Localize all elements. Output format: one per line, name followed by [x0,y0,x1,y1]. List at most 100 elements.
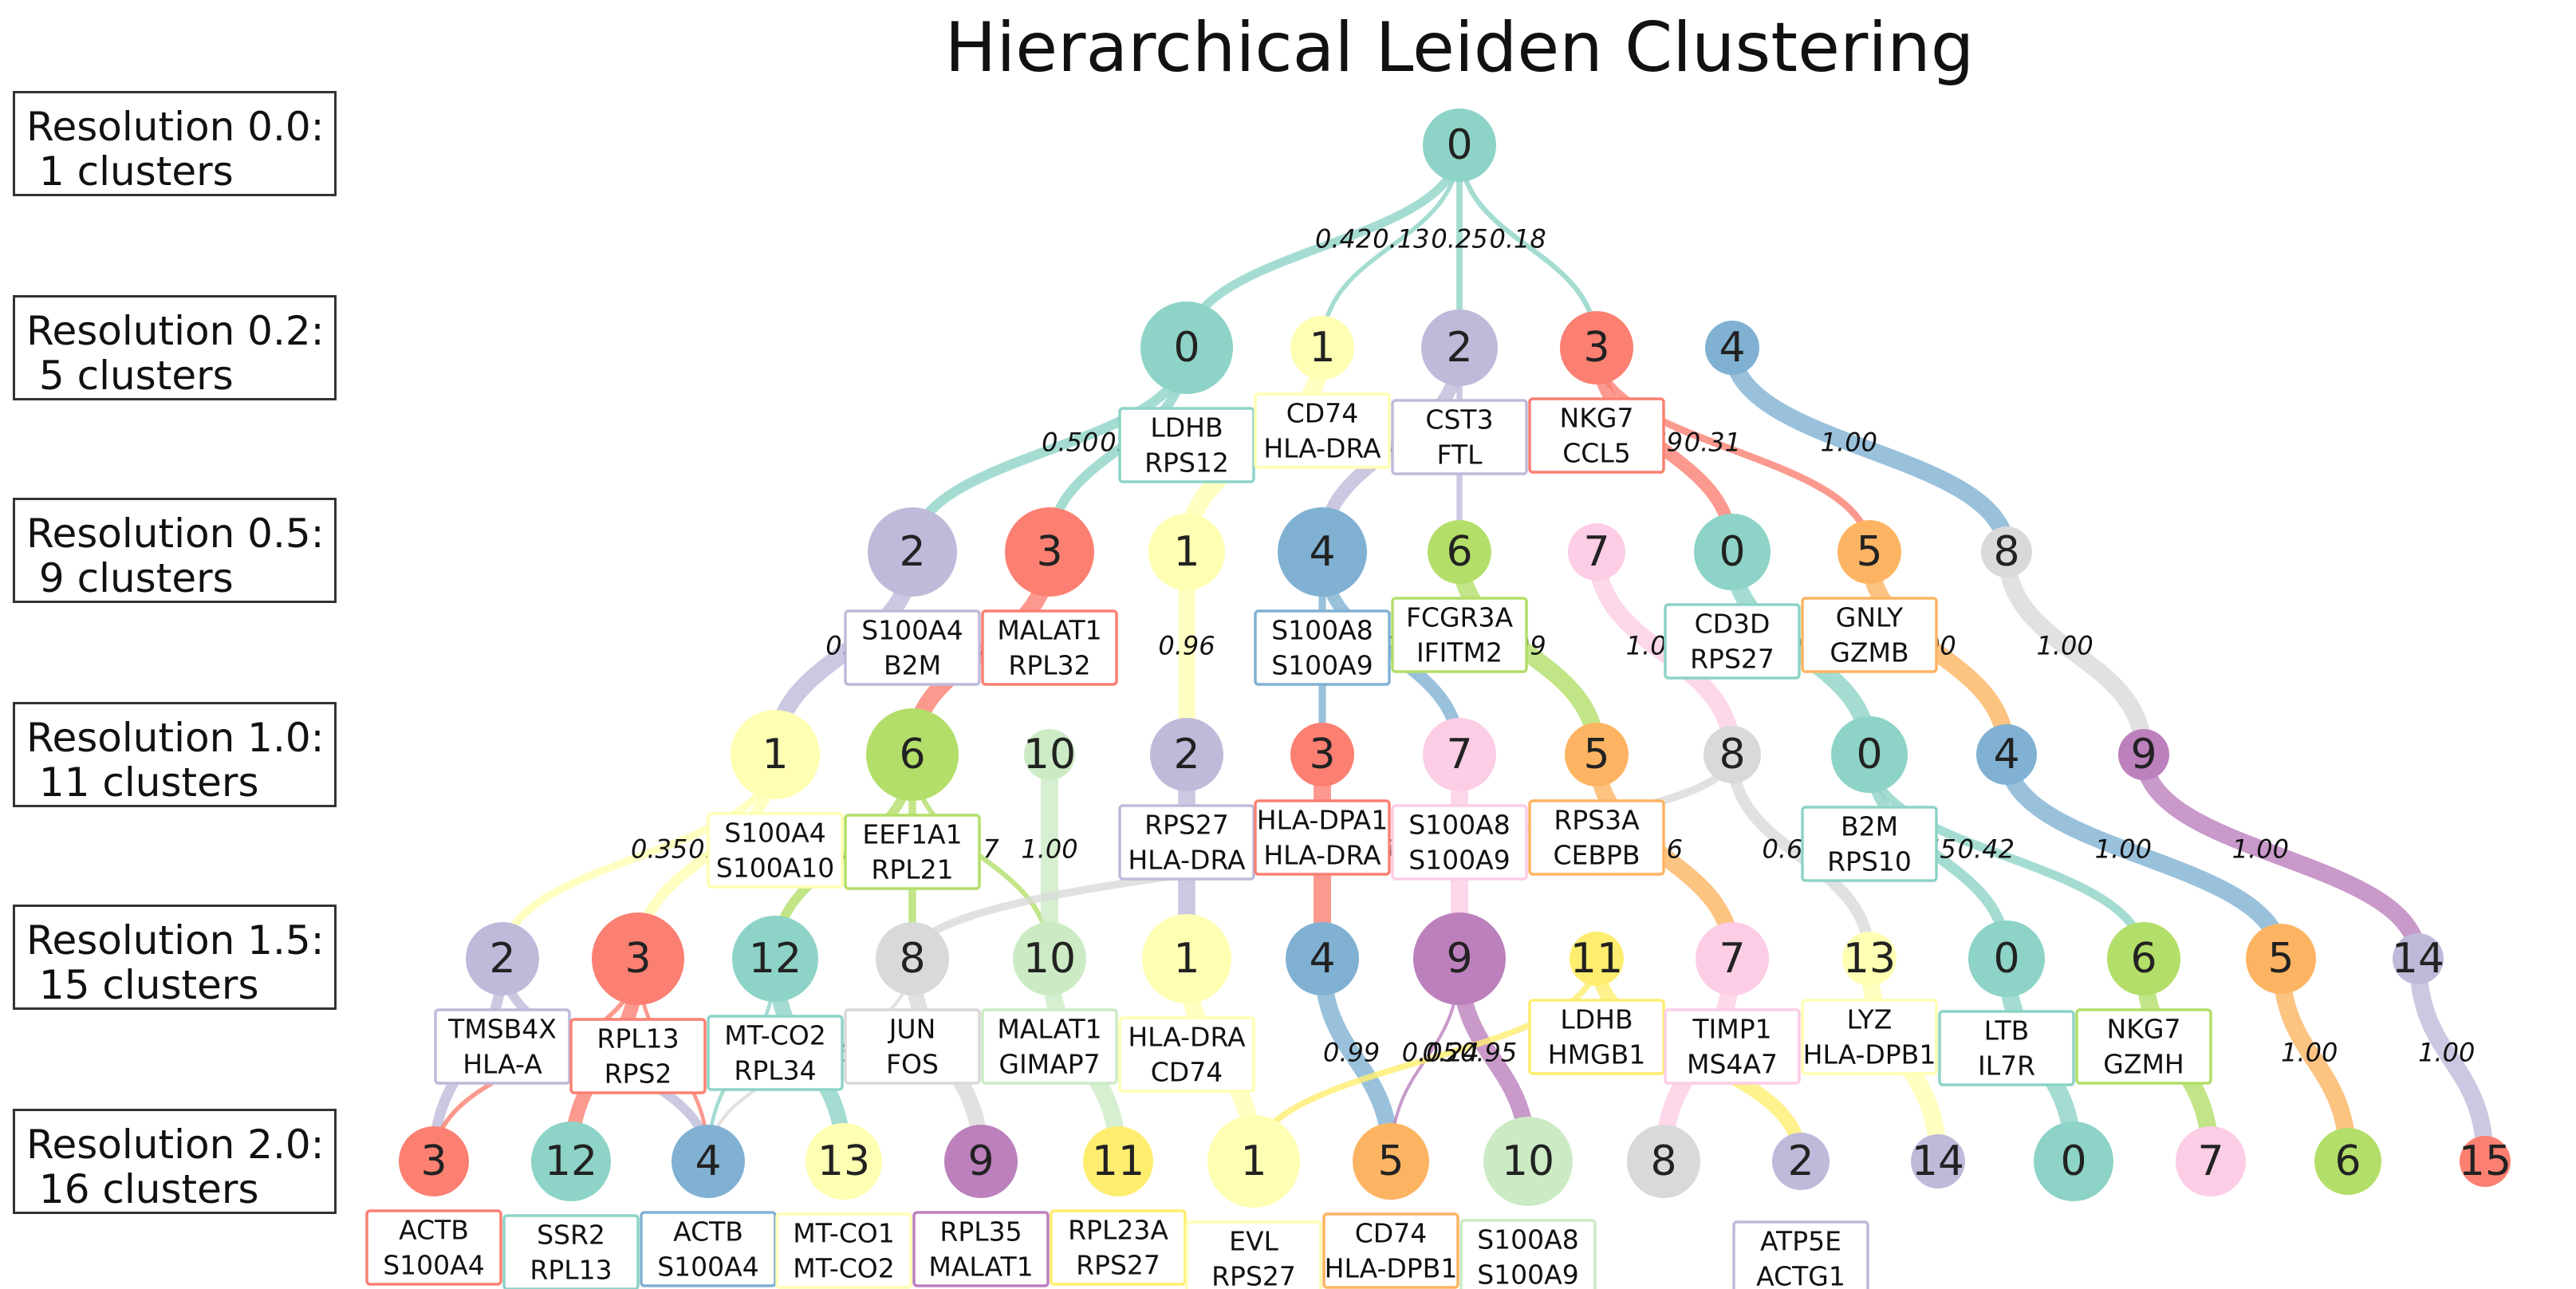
marker-gene-label: S100A4 [861,615,963,646]
cluster-id-label: 10 [1023,935,1076,983]
marker-gene-box [707,812,844,889]
marker-gene-box [1732,1220,1869,1289]
cluster-node [2393,933,2444,984]
cluster-node [2118,729,2169,780]
cluster-node [1278,507,1367,597]
tree-edge [1723,339,2015,561]
cluster-node [1005,507,1094,597]
resolution-name: Resolution 0.2: [26,308,325,354]
cluster-id-label: 9 [1446,935,1472,983]
edge-probability-label: 1.00 [2095,834,2152,864]
marker-gene-label: RPS27 [1690,644,1774,675]
cluster-id-label: 4 [1309,528,1335,576]
cluster-id-label: 3 [420,1137,447,1185]
cluster-id-label: 0 [1446,121,1472,169]
cluster-id-label: 8 [899,935,925,983]
marker-gene-label: FCGR3A [1406,602,1514,633]
marker-gene-label: MT-CO2 [724,1020,826,1051]
cluster-id-label: 13 [1843,935,1896,983]
marker-gene-label: S100A4 [383,1250,485,1281]
marker-gene-label: CEBPB [1553,840,1640,871]
marker-gene-label: GZMH [2103,1049,2184,1080]
resolution-name: Resolution 2.0: [26,1121,325,1168]
marker-gene-label: HLA-DRA [1128,845,1246,876]
marker-gene-label: RPL32 [1008,650,1090,681]
cluster-id-label: 13 [817,1137,870,1185]
marker-gene-box [1118,1016,1255,1093]
marker-gene-label: B2M [1841,811,1898,842]
cluster-id-label: 2 [1173,731,1199,779]
cluster-node [1150,718,1223,791]
marker-gene-label: HLA-DPA1 [1257,805,1388,836]
cluster-node [2314,1128,2381,1195]
tree-edge [1593,344,1873,556]
cluster-id-label: 0 [1856,731,1882,779]
cluster-id-label: 0 [1719,528,1745,576]
cluster-node [1083,1126,1153,1196]
marker-gene-box [844,1008,981,1085]
cluster-node [2460,1136,2511,1187]
marker-gene-label: FOS [886,1049,939,1080]
cluster-count: 16 clusters [26,1166,259,1212]
edge-probability-label: 0.18 [1489,223,1546,254]
edge-probability-label: 0.42 [1958,834,2015,864]
tree-edge [2409,950,2494,1170]
marker-gene-label: NKG7 [1560,403,1634,434]
cluster-node [1483,1117,1573,1206]
marker-gene-label: S100A9 [1477,1259,1579,1289]
resolution-name: Resolution 1.5: [26,917,325,964]
edge-probability-label: 0.50 [1042,427,1098,457]
marker-gene-label: CD74 [1286,398,1358,429]
marker-gene-label: IFITM2 [1416,637,1503,668]
marker-gene-label: MALAT1 [997,615,1101,646]
tree-edge [1998,746,2290,968]
resolution-label-2: Resolution 0.5: 9 clusters [13,498,337,603]
marker-gene-box [502,1214,640,1289]
cluster-node [1024,729,1075,780]
marker-gene-box [1528,999,1665,1075]
marker-gene-label: FTL [1437,440,1483,471]
tree-edge [1726,748,1876,965]
marker-gene-box [640,1211,777,1287]
marker-gene-box [2075,1008,2212,1085]
marker-gene-label: CD74 [1151,1057,1223,1088]
cluster-node [1290,723,1354,786]
cluster-node [2176,1126,2246,1196]
cluster-id-label: 0 [1993,935,2019,983]
marker-gene-box [775,1212,912,1289]
marker-gene-label: RPS3A [1554,805,1640,836]
marker-gene-box [1801,597,1938,673]
marker-gene-box [1185,1220,1322,1289]
cluster-count: 11 clusters [26,759,259,806]
marker-gene-label: S100A8 [1271,615,1373,646]
marker-gene-label: MT-CO2 [793,1253,895,1284]
cluster-node [876,922,949,995]
resolution-name: Resolution 0.0: [26,104,325,150]
marker-gene-label: LYZ [1847,1004,1893,1035]
marker-gene-label: RPL23A [1068,1215,1168,1246]
marker-gene-label: RPS2 [605,1058,672,1090]
marker-gene-box [1391,597,1528,673]
cluster-id-label: 5 [2267,935,2294,983]
resolution-label-1: Resolution 0.2: 5 clusters [13,295,337,400]
cluster-node [1772,1133,1830,1190]
edge-probability-label: 0.31 [1684,427,1741,457]
marker-gene-box [844,814,981,890]
edge-probability-label: 1.00 [1021,834,1077,864]
cluster-node [1696,922,1769,995]
cluster-id-label: 5 [1856,528,1882,576]
resolution-name: Resolution 1.0: [26,715,325,761]
marker-gene-box [981,609,1118,686]
cluster-node [1831,716,1908,793]
cluster-node [1968,920,2045,997]
cluster-id-label: 1 [762,731,788,779]
marker-gene-box [1254,392,1391,469]
edge-probability-label: 1.00 [2036,630,2093,660]
marker-gene-label: HLA-DRA [1263,433,1381,464]
marker-gene-label: CCL5 [1562,438,1630,469]
marker-gene-box [1528,799,1665,876]
marker-gene-label: S100A4 [724,818,826,849]
marker-gene-label: RPS27 [1076,1250,1160,1281]
marker-gene-label: RPL13 [597,1023,679,1054]
